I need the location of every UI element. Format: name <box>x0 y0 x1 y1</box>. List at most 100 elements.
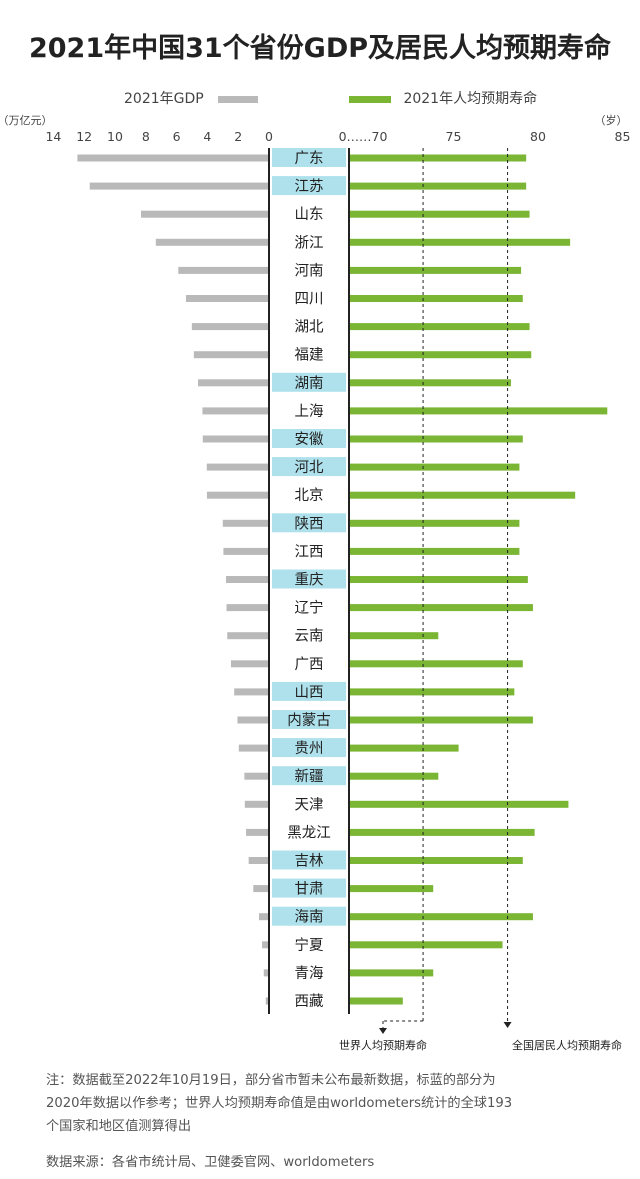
province-highlight <box>272 850 346 870</box>
gdp-bar <box>227 632 269 640</box>
legend-life: 2021年人均预期寿命 <box>349 88 537 108</box>
province-label: 云南 <box>295 628 324 645</box>
province-highlight <box>272 681 346 701</box>
province-label: 广东 <box>295 150 324 167</box>
life-bar <box>350 295 523 302</box>
note-line-1: 注：数据截至2022年10月19日，部分省市暂未公布最新数据，标蓝的部分为 <box>46 1073 496 1088</box>
gdp-bar <box>178 266 269 274</box>
gdp-tick-label: 2 <box>234 129 242 144</box>
province-label: 江苏 <box>295 178 324 195</box>
life-bar <box>350 604 533 612</box>
gdp-bar <box>253 885 269 893</box>
life-bar <box>350 379 511 387</box>
province-label: 湖南 <box>295 375 324 392</box>
gdp-bar <box>237 716 269 724</box>
life-bar <box>350 997 403 1005</box>
life-bar <box>350 435 523 443</box>
gdp-bar <box>77 154 269 162</box>
gdp-tick-label: 8 <box>142 129 150 144</box>
province-highlight <box>272 710 346 729</box>
gdp-bar <box>265 997 269 1005</box>
gdp-bar <box>206 491 269 499</box>
gdp-bar <box>202 435 269 443</box>
province-label: 安徽 <box>295 431 324 448</box>
gdp-bar <box>226 576 269 583</box>
province-label: 北京 <box>295 487 324 504</box>
gdp-tick-label: 14 <box>45 129 61 144</box>
province-label: 湖北 <box>295 319 324 336</box>
life-axis-label: （岁） <box>595 113 628 127</box>
gdp-tick-label: 6 <box>173 129 181 144</box>
life-bar <box>350 407 608 415</box>
province-label: 福建 <box>295 347 324 364</box>
province-label: 江西 <box>295 543 324 560</box>
life-tick-label: 75 <box>446 129 462 144</box>
gdp-bar <box>234 688 269 696</box>
life-bar <box>350 519 520 527</box>
life-bar <box>350 632 439 640</box>
gdp-bar <box>263 969 269 977</box>
province-highlight <box>272 878 346 898</box>
legend-gdp: 2021年GDP <box>124 88 259 108</box>
life-bar <box>350 154 527 162</box>
life-bar <box>350 182 527 190</box>
gdp-bar <box>198 379 269 387</box>
province-label: 西藏 <box>295 993 324 1010</box>
notes: 注：数据截至2022年10月19日，部分省市暂未公布最新数据，标蓝的部分为 20… <box>46 1069 626 1138</box>
life-bar <box>350 491 576 499</box>
gdp-bar <box>185 295 269 302</box>
legend-life-swatch <box>349 95 391 103</box>
national-ref-label: 全国居民人均预期寿命 <box>512 1038 622 1052</box>
legend-gdp-label: 2021年GDP <box>124 91 204 107</box>
world-arrow <box>379 1028 387 1034</box>
life-bar <box>350 744 459 752</box>
province-highlight <box>272 372 346 392</box>
gdp-bar <box>202 407 269 415</box>
gdp-bar <box>244 772 269 780</box>
note-line-2: 2020年数据以作参考；世界人均预期寿命值是由worldometers统计的全球… <box>46 1096 513 1111</box>
province-label: 甘肃 <box>295 881 324 898</box>
life-bar <box>350 941 503 949</box>
gdp-bar <box>248 857 269 864</box>
province-highlight <box>272 148 346 167</box>
gdp-bar <box>89 182 269 190</box>
world-ref-label: 世界人均预期寿命 <box>339 1038 427 1052</box>
chart-title: 2021年中国31个省份GDP及居民人均预期寿命 <box>28 33 612 64</box>
province-highlight <box>272 429 346 448</box>
gdp-bar <box>155 238 269 246</box>
province-label: 宁夏 <box>295 937 324 954</box>
province-label: 河南 <box>295 262 324 279</box>
gdp-bar <box>191 323 269 331</box>
province-label: 黑龙江 <box>287 824 331 841</box>
life-bar <box>350 857 523 864</box>
province-label: 贵州 <box>295 740 324 757</box>
province-highlight <box>272 513 346 533</box>
life-bar <box>350 547 520 555</box>
life-bar <box>350 716 533 724</box>
life-bar <box>350 463 520 471</box>
province-label: 广西 <box>295 656 324 673</box>
province-label: 内蒙古 <box>287 712 331 729</box>
province-label: 青海 <box>295 965 324 982</box>
gdp-tick-label: 4 <box>203 129 211 144</box>
province-label: 浙江 <box>295 234 324 251</box>
gdp-axis-label: （万亿元） <box>0 114 53 127</box>
life-tick-label: 85 <box>615 129 631 144</box>
life-tick-label: 0……70 <box>339 129 388 144</box>
life-bar <box>350 688 515 696</box>
gdp-bar <box>193 351 269 359</box>
gdp-bar <box>206 463 269 471</box>
gdp-bar <box>238 744 269 752</box>
gdp-bar <box>246 828 269 836</box>
life-tick-label: 80 <box>530 129 546 144</box>
province-label: 重庆 <box>295 572 324 589</box>
gdp-tick-label: 10 <box>107 129 123 144</box>
life-bar <box>350 885 434 893</box>
province-label: 上海 <box>295 403 324 420</box>
gdp-bar <box>141 210 269 218</box>
province-label: 河北 <box>295 459 324 476</box>
life-bar <box>350 800 569 808</box>
province-label: 山西 <box>295 684 324 701</box>
province-highlight <box>272 766 346 786</box>
life-bar <box>350 772 439 780</box>
